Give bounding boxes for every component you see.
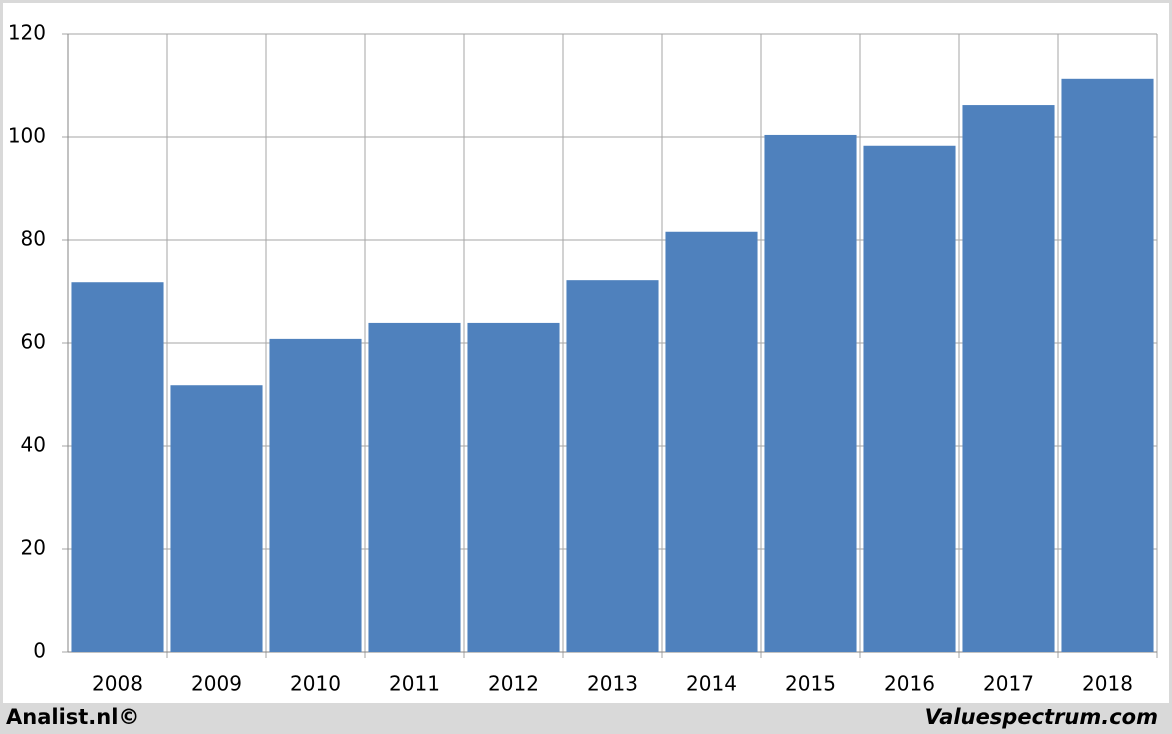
bar — [368, 322, 461, 652]
bar — [863, 145, 956, 652]
x-tick-label: 2017 — [983, 672, 1034, 696]
y-tick-label: 20 — [21, 536, 46, 560]
bar — [764, 134, 857, 652]
source-left: Analist.nl© — [6, 705, 139, 729]
x-tick-label: 2008 — [92, 672, 143, 696]
bar — [566, 280, 659, 652]
bar — [962, 105, 1055, 652]
x-tick-label: 2009 — [191, 672, 242, 696]
y-tick-label: 80 — [21, 227, 46, 251]
bar — [269, 338, 362, 652]
y-tick-label: 120 — [8, 21, 46, 45]
bar — [467, 322, 560, 652]
bar — [665, 231, 758, 652]
y-tick-label: 40 — [21, 433, 46, 457]
y-tick-label: 0 — [33, 639, 46, 663]
x-tick-label: 2018 — [1082, 672, 1133, 696]
x-tick-label: 2011 — [389, 672, 440, 696]
bar — [170, 385, 263, 652]
x-tick-label: 2015 — [785, 672, 836, 696]
x-tick-label: 2016 — [884, 672, 935, 696]
y-tick-label: 100 — [8, 124, 46, 148]
bar — [1061, 78, 1154, 653]
y-tick-label: 60 — [21, 330, 46, 354]
x-tick-label: 2013 — [587, 672, 638, 696]
x-tick-label: 2014 — [686, 672, 737, 696]
x-tick-label: 2010 — [290, 672, 341, 696]
x-tick-label: 2012 — [488, 672, 539, 696]
bar — [71, 282, 164, 652]
source-right: Valuespectrum.com — [925, 705, 1158, 729]
